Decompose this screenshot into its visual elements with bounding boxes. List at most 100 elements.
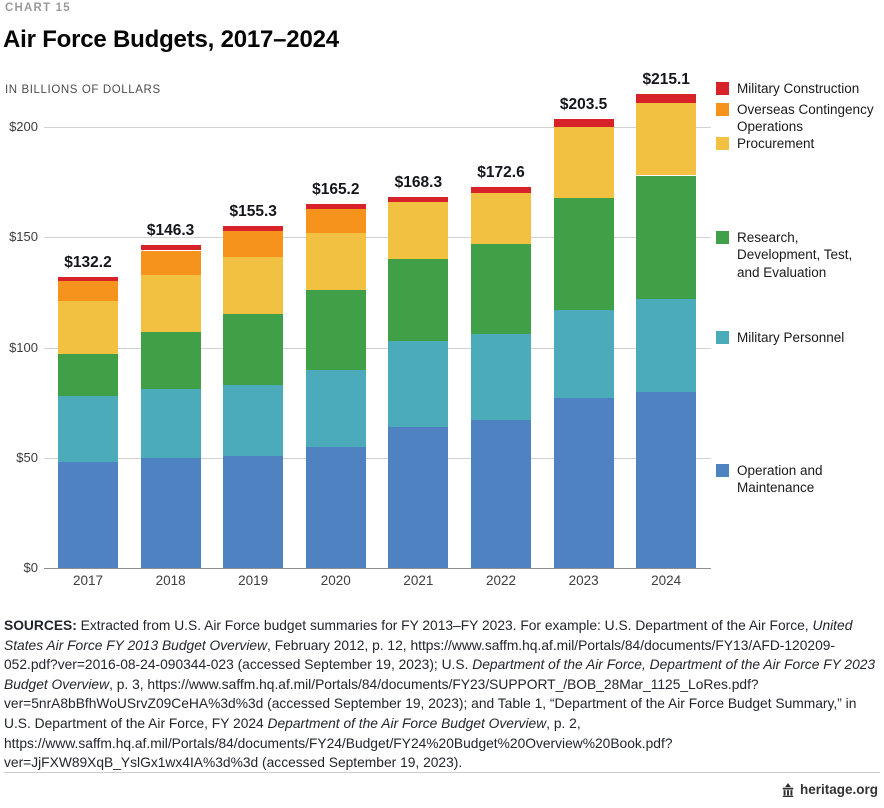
legend-item: Operation and Maintenance: [716, 462, 878, 497]
bar-segment: [471, 420, 531, 568]
bar-segment: [388, 426, 449, 568]
site-label: heritage.org: [799, 782, 878, 797]
bar-segment: [388, 202, 449, 260]
legend-label: Operation and Maintenance: [737, 463, 823, 496]
bar-segment: [471, 187, 531, 194]
bar-total-label: $215.1: [642, 70, 690, 88]
bar-segment: [140, 245, 201, 251]
sources-segment: Department of the Air Force Budget Overv…: [267, 715, 547, 731]
x-axis-year-label: 2019: [238, 573, 269, 588]
bar-segment: [636, 102, 697, 176]
bar-segment: [140, 332, 201, 390]
bar-segment: [58, 354, 118, 396]
bar-segment: [305, 369, 366, 447]
legend-swatch: [716, 137, 729, 150]
bar-total-label: $168.3: [394, 173, 443, 191]
gridline: [44, 347, 711, 349]
bar-segment: [58, 281, 118, 302]
legend-swatch: [716, 464, 729, 477]
legend-swatch: [716, 231, 729, 244]
legend-label: Military Construction: [737, 81, 860, 96]
bar-segment: [58, 301, 118, 355]
stacked-bar-chart: $0 $50 $100 $150 $200 $132.2 2017 $146.3 2018 $15…: [9, 70, 711, 588]
gridline: [44, 237, 711, 239]
x-axis-year-label: 2018: [155, 573, 186, 588]
legend-label: Procurement: [737, 136, 815, 151]
bar-segment: [305, 446, 366, 568]
y-axis-tick-label: $200: [9, 119, 38, 134]
heritage-logo-icon: [781, 782, 795, 797]
sources-segment: SOURCES:: [4, 618, 81, 633]
y-axis-tick-label: $150: [9, 229, 38, 245]
bar-segment: [305, 232, 366, 291]
sources-segment: , p. 2, https://www.saffm.hq.af.mil/Port…: [4, 715, 673, 771]
bar-segment: [223, 230, 284, 258]
bar-segment: [553, 127, 614, 198]
bar-segment: [636, 299, 697, 392]
bar-segment: [140, 457, 201, 569]
bar-segment: [223, 455, 284, 568]
x-axis-year-label: 2023: [568, 573, 599, 588]
bar-segment: [223, 225, 284, 231]
units-label: IN BILLIONS OF DOLLARS: [5, 84, 161, 96]
site-link[interactable]: heritage.org: [781, 782, 878, 797]
sources-segment: United States Air Force FY 2013 Budget O…: [4, 618, 853, 653]
bar-segment: [305, 290, 366, 370]
bar-segment: [223, 385, 284, 456]
bar-segment: [636, 175, 697, 299]
legend-item: Overseas Contingency Operations: [716, 101, 878, 136]
bar-segment: [553, 398, 614, 568]
bar-segment: [140, 250, 201, 275]
bar-total-label: $203.5: [559, 96, 608, 114]
bar-total-label: $155.3: [229, 202, 277, 220]
bar-segment: [305, 203, 366, 209]
bar-segment: [388, 196, 449, 202]
gridline: [44, 568, 711, 569]
bar-segment: [553, 119, 614, 127]
bar-segment: [636, 391, 697, 568]
bar-segment: [140, 274, 201, 332]
gridline: [44, 127, 711, 128]
legend-item: Military Construction: [716, 80, 878, 97]
bar-segment: [58, 396, 118, 463]
x-axis-year-label: 2024: [651, 573, 682, 588]
sources-segment: Extracted from U.S. Air Force budget sum…: [80, 618, 813, 633]
bar-segment: [223, 257, 284, 315]
sources-segment: Department of the Air Force, Department …: [4, 657, 876, 692]
bar-segment: [223, 314, 284, 385]
bar-segment: [471, 193, 531, 244]
y-axis-tick-label: $0: [23, 560, 38, 575]
bar-segment: [388, 259, 449, 341]
x-axis-year-label: 2020: [320, 573, 351, 588]
bar-total-label: $146.3: [146, 222, 195, 240]
x-axis-year-label: 2022: [485, 573, 517, 588]
sources-segment: , p. 3, https://www.saffm.hq.af.mil/Port…: [4, 676, 857, 731]
legend-label: Military Personnel: [737, 330, 845, 345]
footer-divider: [4, 772, 880, 773]
bar-segment: [636, 93, 697, 103]
bar-total-label: $172.6: [477, 164, 525, 182]
legend-item: Military Personnel: [716, 329, 878, 346]
bar-segment: [471, 243, 531, 335]
y-axis-tick-label: $100: [9, 339, 38, 355]
x-axis-year-label: 2021: [403, 573, 434, 588]
bar-total-label: $132.2: [64, 253, 112, 271]
y-axis-tick-label: $50: [16, 449, 38, 465]
bar-segment: [58, 462, 118, 568]
legend-label: Research, Development, Test, and Evaluat…: [737, 230, 853, 280]
page-title: Air Force Budgets, 2017–2024: [3, 26, 339, 53]
bar-segment: [58, 276, 118, 282]
bar-segment: [140, 389, 201, 458]
bar-total-label: $165.2: [312, 180, 360, 198]
legend-item: Procurement: [716, 135, 878, 152]
bar-segment: [305, 208, 366, 233]
chart-kicker: CHART 15: [5, 2, 71, 14]
legend-swatch: [716, 331, 729, 344]
x-axis-year-label: 2017: [72, 573, 104, 588]
legend-swatch: [716, 103, 729, 116]
legend-item: Research, Development, Test, and Evaluat…: [716, 229, 878, 281]
gridline: [44, 457, 711, 459]
sources-segment: , February 2012, p. 12, https://www.saff…: [4, 637, 836, 673]
bar-segment: [388, 340, 449, 427]
